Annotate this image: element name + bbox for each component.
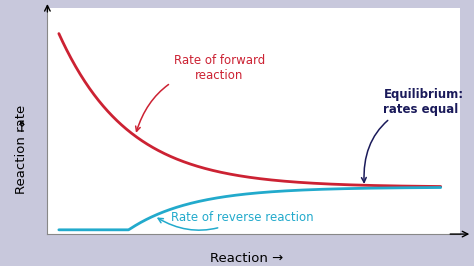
Text: Rate of reverse reaction: Rate of reverse reaction [158, 211, 313, 230]
Text: Rate of forward
reaction: Rate of forward reaction [136, 54, 265, 131]
Text: ↑: ↑ [16, 121, 27, 135]
Text: Reaction rate: Reaction rate [15, 104, 28, 194]
Text: Reaction →: Reaction → [210, 252, 283, 264]
Text: Equilibrium:
rates equal: Equilibrium: rates equal [362, 88, 464, 182]
